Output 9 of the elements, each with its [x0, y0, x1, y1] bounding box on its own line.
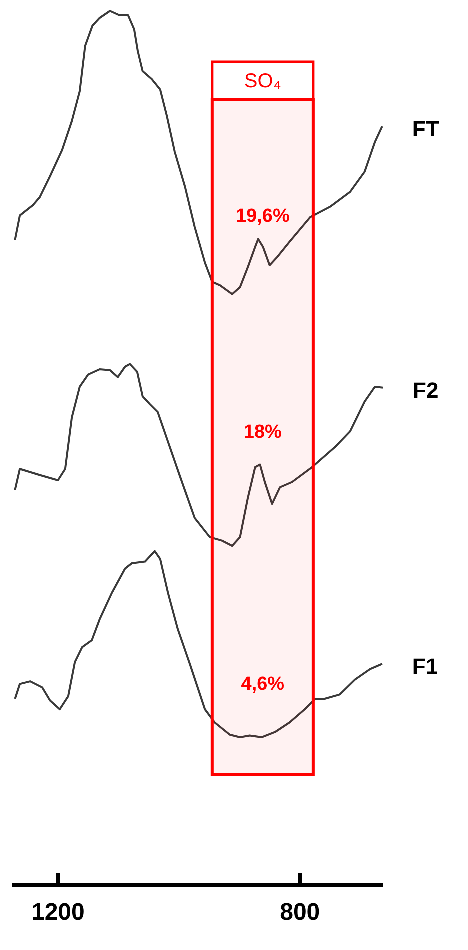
- series-label: F2: [413, 378, 439, 403]
- band-label: SO₄: [244, 70, 282, 93]
- x-tick-label: 1200: [31, 899, 85, 926]
- x-tick-label: 800: [280, 899, 320, 926]
- annotation: 18%: [244, 422, 282, 444]
- annotation: 4,6%: [241, 674, 285, 696]
- series-label: FT: [412, 116, 440, 142]
- series-label: F1: [412, 654, 438, 680]
- annotation: 19,6%: [236, 206, 290, 228]
